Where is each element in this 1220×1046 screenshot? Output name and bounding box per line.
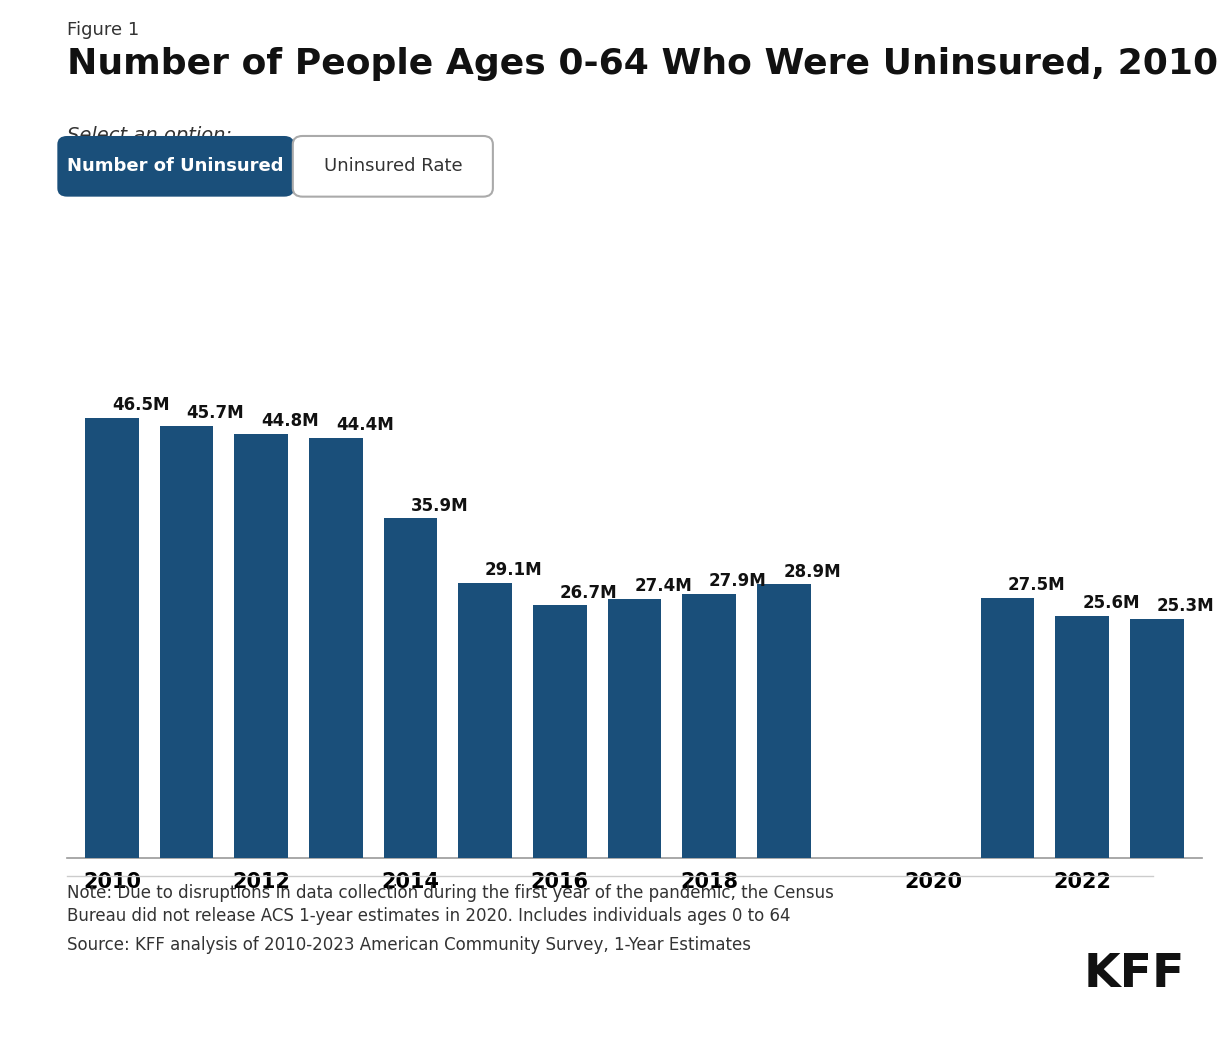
Text: 25.6M: 25.6M xyxy=(1082,594,1139,612)
Text: Figure 1: Figure 1 xyxy=(67,21,139,39)
Bar xyxy=(383,519,437,858)
Text: 45.7M: 45.7M xyxy=(187,404,244,422)
Bar xyxy=(1055,616,1109,858)
Bar xyxy=(981,597,1035,858)
Bar xyxy=(682,594,736,858)
Text: 25.3M: 25.3M xyxy=(1157,597,1215,615)
Text: 27.9M: 27.9M xyxy=(709,572,767,590)
Text: 28.9M: 28.9M xyxy=(783,563,842,581)
Text: 26.7M: 26.7M xyxy=(560,584,617,601)
Text: KFF: KFF xyxy=(1083,952,1186,998)
Bar xyxy=(160,426,213,858)
Text: 46.5M: 46.5M xyxy=(112,396,170,414)
Text: Uninsured Rate: Uninsured Rate xyxy=(323,157,462,176)
Text: Bureau did not release ACS 1-year estimates in 2020. Includes individuals ages 0: Bureau did not release ACS 1-year estima… xyxy=(67,907,791,925)
Text: 44.4M: 44.4M xyxy=(336,416,394,434)
Text: Select an option:: Select an option: xyxy=(67,126,232,144)
Bar xyxy=(459,583,512,858)
Bar xyxy=(756,585,810,858)
Text: Source: KFF analysis of 2010-2023 American Community Survey, 1-Year Estimates: Source: KFF analysis of 2010-2023 Americ… xyxy=(67,936,752,954)
Bar xyxy=(608,598,661,858)
Bar xyxy=(234,434,288,858)
Text: Number of Uninsured: Number of Uninsured xyxy=(67,157,284,176)
Text: 44.8M: 44.8M xyxy=(261,412,318,430)
Text: 27.4M: 27.4M xyxy=(634,577,692,595)
Text: Number of People Ages 0-64 Who Were Uninsured, 2010-2023: Number of People Ages 0-64 Who Were Unin… xyxy=(67,47,1220,82)
Bar xyxy=(1130,618,1183,858)
Bar xyxy=(533,606,587,858)
Text: Note: Due to disruptions in data collection during the first year of the pandemi: Note: Due to disruptions in data collect… xyxy=(67,884,834,902)
Text: 35.9M: 35.9M xyxy=(410,497,468,515)
Bar xyxy=(85,418,139,858)
Text: 27.5M: 27.5M xyxy=(1008,576,1065,594)
Bar xyxy=(309,438,362,858)
Text: 29.1M: 29.1M xyxy=(486,561,543,578)
